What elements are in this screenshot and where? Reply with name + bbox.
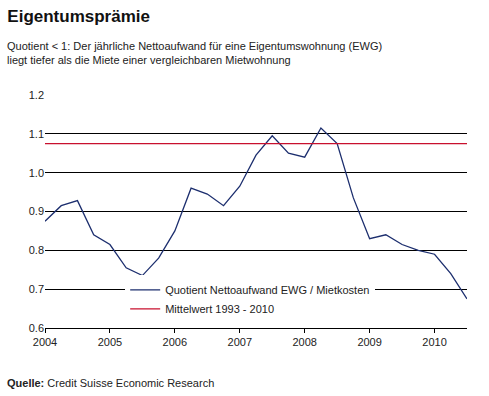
svg-text:Quotient < 1: Der jährliche Ne: Quotient < 1: Der jährliche Nettoaufwand… xyxy=(7,40,382,66)
svg-text:2008: 2008 xyxy=(292,336,316,348)
svg-text:0.8: 0.8 xyxy=(29,244,44,256)
svg-text:0.9: 0.9 xyxy=(29,205,44,217)
svg-text:Eigentumsprämie: Eigentumsprämie xyxy=(7,7,150,26)
svg-text:2009: 2009 xyxy=(357,336,381,348)
svg-text:2004: 2004 xyxy=(33,336,57,348)
svg-text:Quotient Nettoaufwand EWG / Mi: Quotient Nettoaufwand EWG / Mietkosten xyxy=(165,284,369,296)
svg-text:Mittelwert 1993 - 2010: Mittelwert 1993 - 2010 xyxy=(165,303,274,315)
svg-text:0.7: 0.7 xyxy=(29,283,44,295)
svg-text:Quelle: Credit Suisse Economic: Quelle: Credit Suisse Economic Research xyxy=(7,377,214,389)
svg-text:1.2: 1.2 xyxy=(29,89,44,101)
svg-text:2007: 2007 xyxy=(228,336,252,348)
svg-text:1.1: 1.1 xyxy=(29,128,44,140)
svg-text:0.6: 0.6 xyxy=(29,322,44,334)
svg-text:2010: 2010 xyxy=(422,336,446,348)
svg-text:1.0: 1.0 xyxy=(29,167,44,179)
svg-text:2006: 2006 xyxy=(163,336,187,348)
svg-text:2005: 2005 xyxy=(98,336,122,348)
